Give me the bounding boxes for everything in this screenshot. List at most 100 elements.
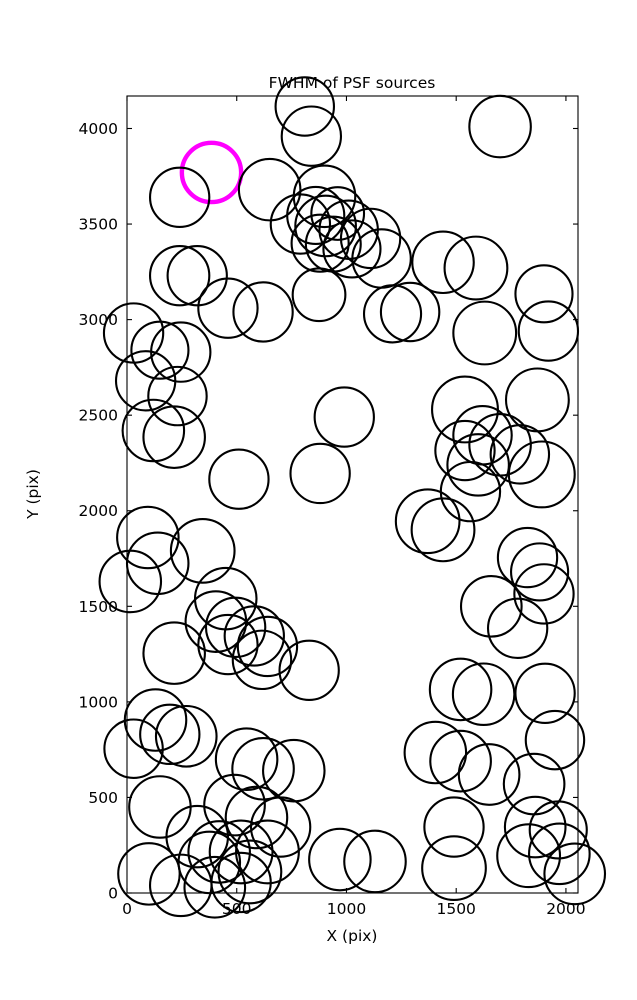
y-tick-label: 3500 [79, 216, 118, 234]
psf-source-circle [322, 219, 382, 279]
x-tick-label: 1500 [436, 900, 475, 918]
y-tick-label: 1000 [79, 693, 118, 711]
psf-source-circle [291, 267, 347, 323]
y-tick-label: 4000 [79, 120, 118, 138]
psf-source-circle [452, 300, 518, 366]
psf-source-circle [98, 549, 163, 614]
psf-source-circle [343, 829, 407, 894]
psf-source-circle [313, 386, 375, 448]
psf-source-circle [290, 213, 350, 273]
psf-source-circle [443, 235, 509, 301]
psf-source-circle [394, 488, 461, 555]
psf-source-circle [428, 657, 493, 722]
y-tick-label: 3000 [79, 311, 118, 329]
psf-source-circle [154, 704, 218, 768]
axes-area: 0 500 1000 1500 2000 0 500 1000 1500 2000 2500 300… [79, 76, 607, 919]
psf-source-circle [197, 277, 259, 339]
x-tick-label: 0 [122, 900, 132, 918]
psf-source-circle [197, 613, 259, 676]
psf-source-circle [310, 186, 366, 241]
psf-source-circle [528, 800, 588, 860]
y-tick-label: 2000 [79, 502, 118, 520]
psf-source-circle [280, 105, 343, 167]
psf-source-circle [434, 419, 496, 482]
psf-source-circle [496, 823, 562, 889]
psf-source-circle [410, 497, 476, 563]
psf-source-circle [429, 729, 492, 793]
psf-source-circle [514, 662, 576, 724]
y-tick-label: 2500 [79, 407, 118, 425]
psf-source-circle [231, 736, 295, 801]
psf-source-circle [503, 795, 567, 859]
psf-source-circle [139, 703, 201, 766]
axes-frame [126, 95, 579, 894]
psf-source-circle [379, 281, 441, 343]
psf-source-circle [423, 796, 485, 858]
psf-source-circle [543, 842, 607, 906]
psf-source-circle [116, 505, 180, 570]
psf-source-circle [274, 76, 336, 137]
psf-source-circle [208, 448, 270, 510]
psf-source-circle [528, 822, 591, 886]
psf-source-circle [451, 662, 516, 727]
psf-source-circle [169, 518, 236, 584]
psf-source-circle [214, 727, 279, 791]
psf-source-circle [187, 820, 251, 884]
psf-source-circle [278, 639, 340, 702]
psf-source-circles [98, 76, 607, 919]
psf-source-circle [208, 819, 274, 885]
psf-source-circle [459, 574, 523, 638]
psf-source-circle [294, 194, 357, 258]
psf-source-circle [203, 773, 266, 837]
y-axis-ticks: 0 500 1000 1500 2000 2500 3000 3500 4000 [79, 120, 578, 903]
psf-source-circle [411, 230, 475, 295]
psf-source-circle [286, 185, 346, 246]
x-tick-label: 500 [222, 900, 252, 918]
psf-source-circle [468, 94, 532, 159]
psf-source-circle [339, 207, 402, 270]
psf-source-circle [249, 796, 312, 858]
psf-source-circle [507, 440, 576, 509]
psf-source-circle [217, 839, 283, 905]
psf-source-circle [496, 526, 559, 589]
x-tick-label: 2000 [546, 900, 585, 918]
psf-source-circle [121, 398, 186, 463]
psf-source-circle [489, 424, 551, 485]
psf-source-circle [510, 542, 570, 602]
psf-source-circle-highlighted [179, 140, 244, 205]
y-tick-label: 500 [88, 789, 118, 807]
psf-source-circle [117, 842, 181, 906]
psf-source-circle [142, 405, 206, 469]
psf-source-circle [232, 281, 294, 343]
psf-source-circle [142, 621, 206, 685]
page-title: FWHM of PSF sources [269, 74, 436, 92]
psf-source-circle [148, 166, 211, 228]
y-axis-label: Y (pix) [24, 469, 42, 520]
psf-source-circle [269, 193, 332, 255]
psf-source-circle [237, 157, 302, 222]
x-tick-label: 1000 [327, 900, 366, 918]
psf-source-circle [114, 350, 177, 412]
psf-source-circle [514, 264, 574, 324]
psf-source-circle [421, 835, 487, 902]
psf-source-circle [308, 827, 372, 892]
psf-source-circle [204, 596, 267, 659]
psf-source-circle [130, 320, 190, 380]
psf-source-circle [103, 718, 164, 779]
psf-source-circle [235, 819, 300, 885]
y-tick-label: 1500 [79, 598, 118, 616]
psf-source-circle [166, 244, 228, 307]
psf-source-circle [289, 442, 351, 505]
psf-source-circle [513, 563, 575, 625]
psf-source-circle [165, 804, 230, 869]
psf-source-circle [457, 743, 521, 806]
psf-source-circle [183, 855, 247, 919]
psf-source-circle [524, 709, 586, 771]
y-tick-label: 0 [108, 885, 118, 903]
psf-source-circle [148, 244, 211, 307]
psf-source-circle [147, 365, 208, 427]
psf-source-circle [224, 785, 289, 850]
